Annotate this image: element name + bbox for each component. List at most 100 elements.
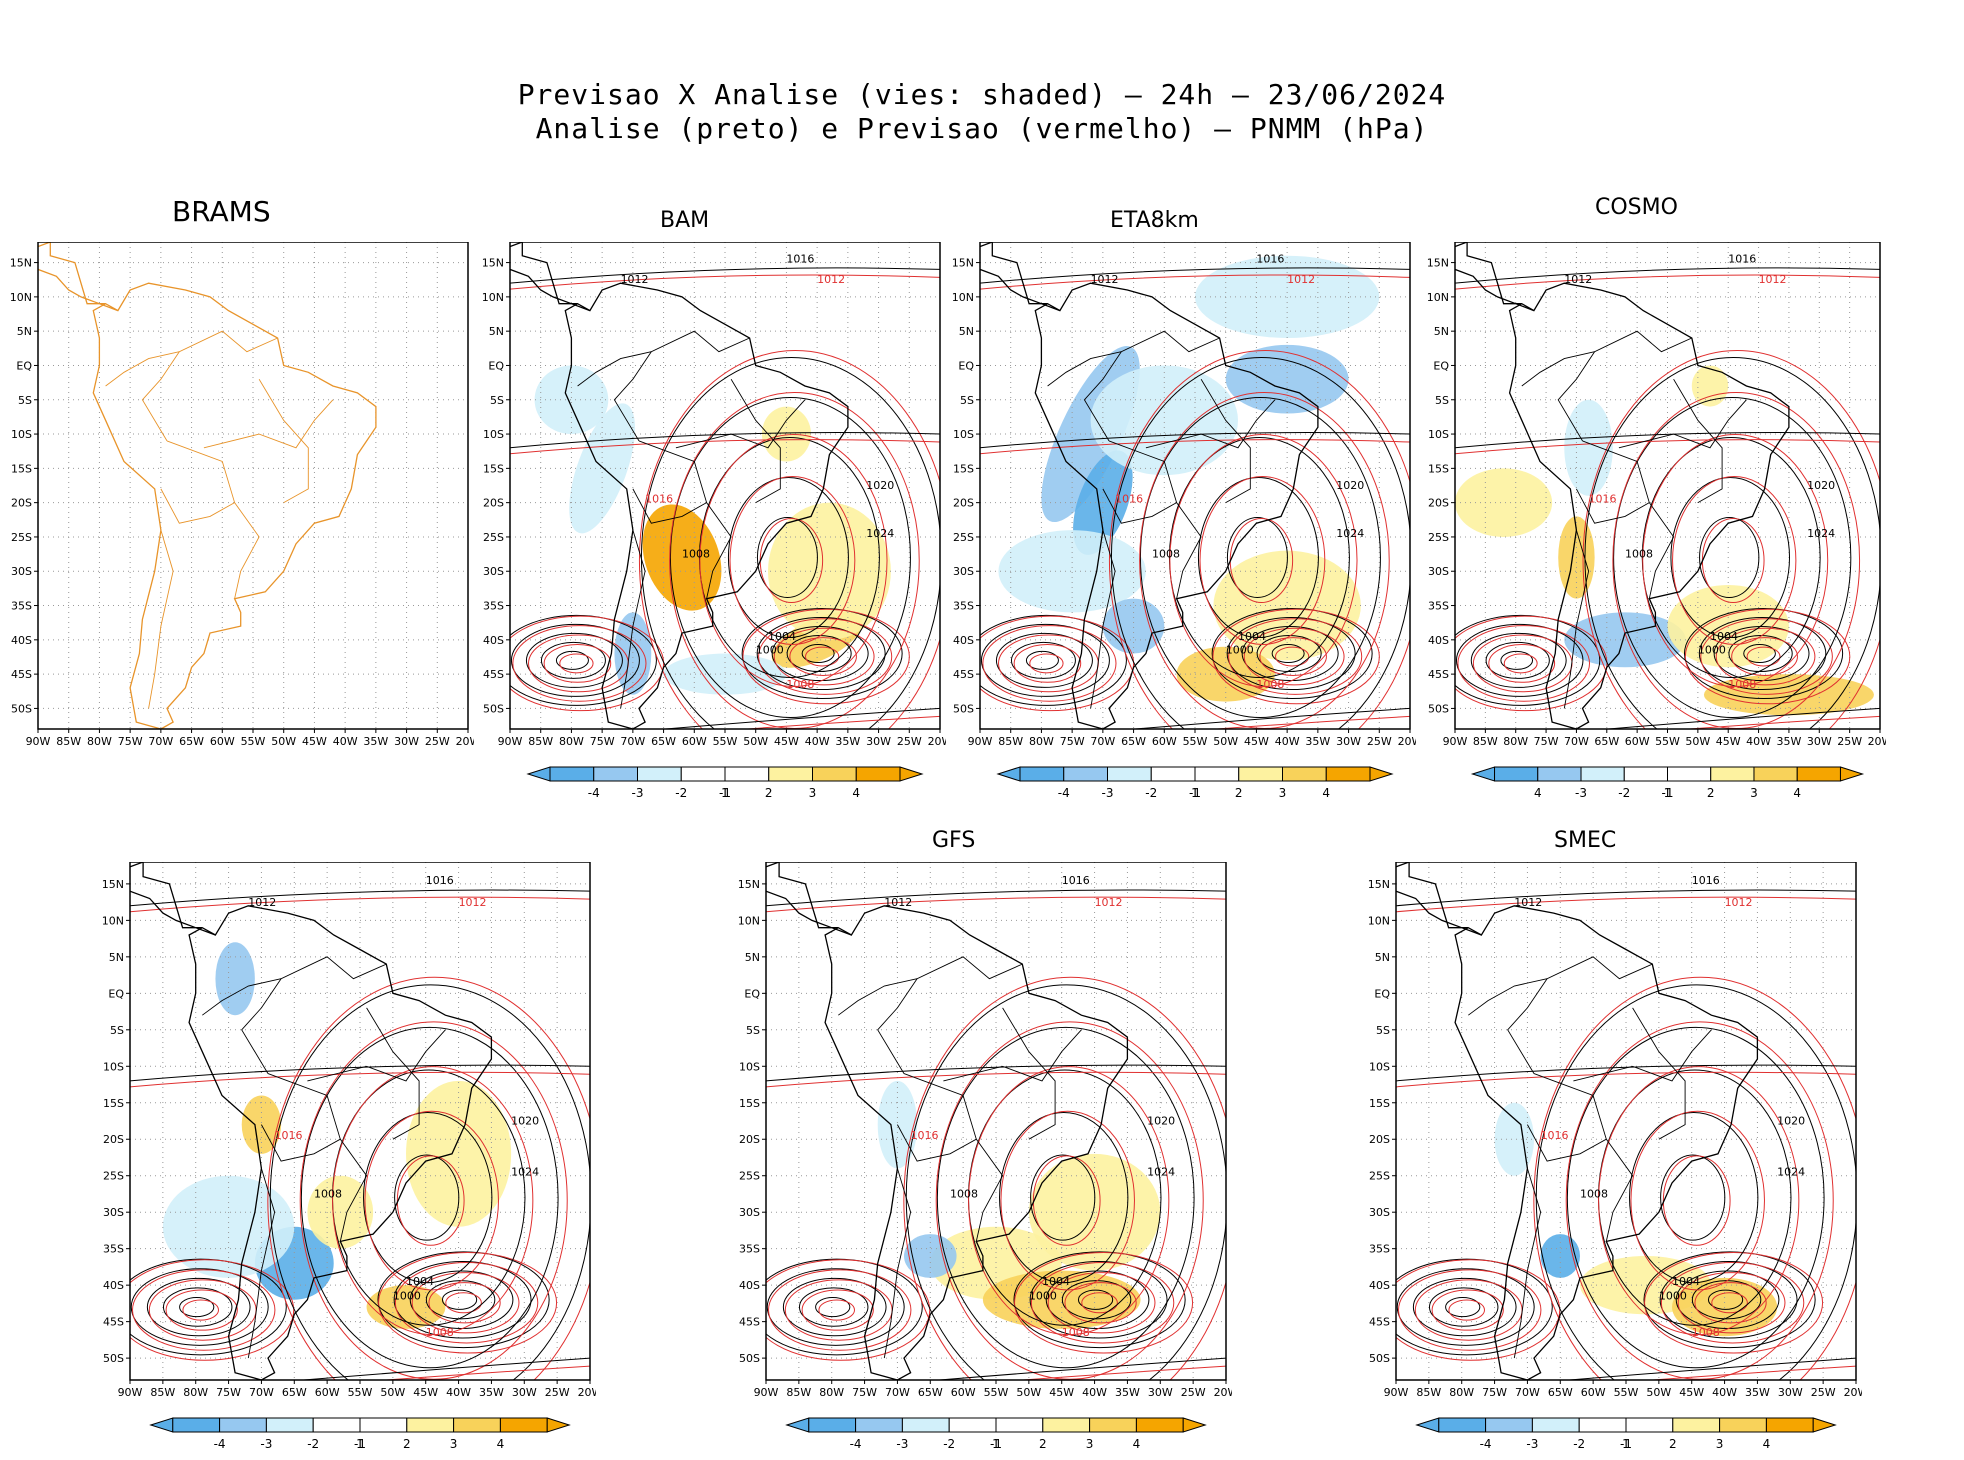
colorbar-segment xyxy=(855,1417,903,1433)
lat-tick-label: 40S xyxy=(103,1279,124,1292)
coastline xyxy=(766,862,852,936)
lon-tick-label: 50W xyxy=(380,1386,405,1399)
lon-tick-label: 90W xyxy=(754,1386,779,1399)
lon-tick-label: 80W xyxy=(559,735,584,748)
isobar-label: 1020 xyxy=(511,1115,539,1128)
lat-tick-label: 5S xyxy=(960,394,974,407)
analysis-isobar xyxy=(162,1287,233,1327)
lon-tick-label: 25W xyxy=(1181,1386,1206,1399)
lon-tick-label: 75W xyxy=(852,1386,877,1399)
analysis-isobar xyxy=(1470,632,1567,688)
colorbar-segment xyxy=(995,1417,1044,1433)
analysis-isobar xyxy=(786,635,852,673)
isobar-label: 1012 xyxy=(248,896,276,909)
lon-tick-label: 50W xyxy=(1016,1386,1041,1399)
colorbar-label: -1 xyxy=(719,786,731,800)
analysis-isobar xyxy=(801,644,835,664)
analysis-isobar xyxy=(510,623,640,697)
lon-tick-label: 70W xyxy=(885,1386,910,1399)
colorbar-segment xyxy=(901,1417,950,1433)
lat-tick-label: 30S xyxy=(739,1206,760,1219)
analysis-isobar xyxy=(510,267,940,284)
colorbar-segment xyxy=(1438,1417,1487,1433)
forecast-isobar xyxy=(1645,1365,1856,1380)
lat-tick-label: 30S xyxy=(953,565,974,578)
isobar-label: 1016 xyxy=(911,1129,939,1142)
coastline xyxy=(38,242,119,312)
lat-tick-label: 50S xyxy=(103,1352,124,1365)
lon-tick-label: 30W xyxy=(512,1386,537,1399)
lat-tick-label: 25S xyxy=(953,531,974,544)
analysis-isobar xyxy=(659,707,940,729)
coastline xyxy=(1034,282,1319,729)
colorbar-label: -1 xyxy=(1662,786,1674,800)
country-border xyxy=(141,330,278,442)
analysis-isobar xyxy=(766,1064,1226,1082)
analysis-isobar xyxy=(1412,1277,1517,1337)
forecast-isobar xyxy=(428,1282,501,1324)
country-border xyxy=(638,440,732,599)
analysis-isobar xyxy=(1077,1289,1114,1310)
colorbar-label: -4 xyxy=(588,786,600,800)
forecast-isobar xyxy=(1598,1066,1800,1336)
lat-tick-label: 40S xyxy=(11,634,32,647)
forecast-isobar xyxy=(1047,1272,1156,1334)
forecast-isobar xyxy=(1455,439,1880,455)
lat-tick-label: 10N xyxy=(1427,291,1449,304)
lon-tick-label: 35W xyxy=(1776,735,1801,748)
colorbar-segment xyxy=(637,766,682,782)
analysis-isobar xyxy=(297,1357,590,1380)
lon-tick-label: 40W xyxy=(333,735,358,748)
isobar-label: 1016 xyxy=(426,874,454,887)
analysis-isobar xyxy=(766,1258,923,1356)
forecast-isobar xyxy=(332,1066,534,1336)
colorbar-label: -4 xyxy=(1480,1437,1492,1451)
analysis-isobar xyxy=(146,1277,251,1337)
colorbar-label: -4 xyxy=(850,1437,862,1451)
forecast-isobar xyxy=(1731,637,1798,676)
colorbar-segment xyxy=(808,1417,857,1433)
lon-tick-label: 90W xyxy=(118,1386,143,1399)
lon-tick-label: 60W xyxy=(682,735,707,748)
colorbar-label: 2 xyxy=(1039,1437,1047,1451)
isobar-label: 1008 xyxy=(786,678,814,691)
analysis-isobar xyxy=(1428,1287,1499,1327)
analysis-isobar xyxy=(393,1260,532,1339)
isobar-label: 1000 xyxy=(1698,644,1726,657)
isobar-label: 1000 xyxy=(393,1290,421,1303)
forecast-isobar xyxy=(773,627,875,686)
analysis-isobar xyxy=(1699,517,1760,599)
lat-tick-label: 50S xyxy=(1369,1352,1390,1365)
colorbar-segment xyxy=(1135,1417,1184,1433)
colorbar-label: 2 xyxy=(765,786,773,800)
colorbar-segment xyxy=(1485,1417,1533,1433)
lat-tick-label: 25S xyxy=(1369,1170,1390,1183)
country-border xyxy=(105,351,180,387)
isobar-label: 1016 xyxy=(1692,874,1720,887)
lat-tick-label: 35S xyxy=(483,600,504,613)
forecast-isobar xyxy=(1275,646,1310,667)
colorbar-segment xyxy=(680,766,726,782)
lat-tick-label: 5S xyxy=(1376,1024,1390,1037)
colorbar-segment xyxy=(1796,766,1841,782)
country-border xyxy=(903,1073,1004,1242)
forecast-isobar xyxy=(1677,1272,1786,1334)
lon-tick-label: 90W xyxy=(498,735,523,748)
isobar-label: 1020 xyxy=(866,479,894,492)
lat-tick-label: 35S xyxy=(11,600,32,613)
forecast-isobar xyxy=(980,439,1410,455)
forecast-isobar xyxy=(740,715,940,729)
bias-area xyxy=(904,1234,957,1278)
colorbar-segment xyxy=(1710,766,1755,782)
forecast-isobar xyxy=(1700,618,1833,695)
coastline xyxy=(1508,282,1790,729)
lon-tick-label: 20W xyxy=(1868,735,1886,748)
country-border xyxy=(160,488,235,524)
analysis-isobar xyxy=(1660,1154,1726,1241)
analysis-isobar xyxy=(1743,644,1776,664)
colorbar-segment xyxy=(1089,1417,1137,1433)
lon-tick-label: 50W xyxy=(1646,1386,1671,1399)
colorbar-label: 2 xyxy=(1235,786,1243,800)
isobar-label: 1020 xyxy=(1147,1115,1175,1128)
analysis-isobar xyxy=(756,617,886,691)
